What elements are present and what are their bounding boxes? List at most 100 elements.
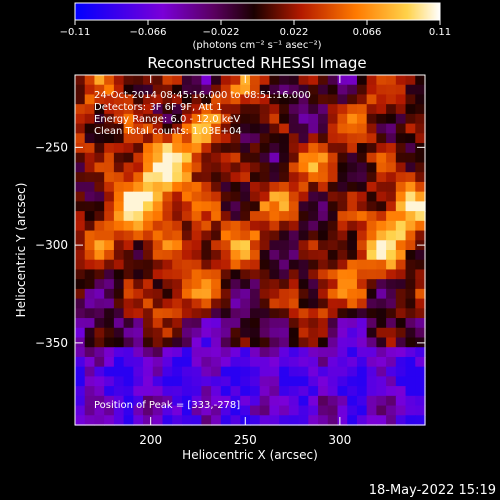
heatmap-cell <box>376 133 387 144</box>
heatmap-cell <box>191 337 203 348</box>
heatmap-cell <box>94 405 105 416</box>
heatmap-cell <box>94 269 105 280</box>
heatmap-cell <box>84 211 96 222</box>
heatmap-cell <box>308 347 319 358</box>
heatmap-cell <box>395 366 407 378</box>
heatmap-cell <box>201 84 212 96</box>
heatmap-cell <box>259 162 271 173</box>
heatmap-cell <box>405 298 416 310</box>
heatmap-cell <box>337 415 348 426</box>
heatmap-cell <box>318 259 329 271</box>
heatmap-cell <box>250 288 261 300</box>
peak-position-label: Position of Peak = [333,-278] <box>94 400 240 411</box>
heatmap-cell <box>94 250 105 261</box>
heatmap-cell <box>230 104 241 115</box>
heatmap-cell <box>327 376 339 387</box>
heatmap-cell <box>259 405 271 416</box>
heatmap-cell <box>405 123 416 135</box>
heatmap-cell <box>123 220 135 232</box>
heatmap-cell <box>405 172 416 183</box>
heatmap-cell <box>395 133 407 144</box>
heatmap-cell <box>191 123 203 135</box>
heatmap-cell <box>191 327 203 339</box>
heatmap-cell <box>386 220 397 232</box>
heatmap-cell <box>230 279 241 290</box>
heatmap-cell <box>356 366 368 378</box>
heatmap-cell <box>415 94 426 105</box>
heatmap-cell <box>191 94 203 105</box>
heatmap-cell <box>84 415 96 426</box>
heatmap-cell <box>191 191 203 203</box>
heatmap-cell <box>191 104 203 115</box>
heatmap-cell <box>405 75 416 86</box>
heatmap-cell <box>220 415 232 426</box>
heatmap-cell <box>366 395 378 407</box>
heatmap-cell <box>191 279 203 290</box>
heatmap-cell <box>405 395 416 407</box>
heatmap-cell <box>143 113 154 125</box>
heatmap-cell <box>220 211 232 222</box>
heatmap-cell <box>298 84 310 96</box>
heatmap-cell <box>220 259 232 271</box>
heatmap-cell <box>366 172 378 183</box>
heatmap-cell <box>259 347 271 358</box>
heatmap-cell <box>250 191 261 203</box>
heatmap-cell <box>395 405 407 416</box>
heatmap-cell <box>298 143 310 154</box>
heatmap-cell <box>337 94 348 105</box>
heatmap-cell <box>172 395 183 407</box>
heatmap-cell <box>415 191 426 203</box>
heatmap-cell <box>376 123 387 135</box>
heatmap-cell <box>133 288 144 300</box>
heatmap-cell <box>327 201 339 212</box>
heatmap-cell <box>181 376 193 387</box>
heatmap-cell <box>201 123 212 135</box>
heatmap-cell <box>279 395 290 407</box>
heatmap-cell <box>75 327 86 339</box>
heatmap-cell <box>162 191 173 203</box>
heatmap-cell <box>230 366 241 378</box>
heatmap-cell <box>376 201 387 212</box>
heatmap-cell <box>94 347 105 358</box>
heatmap-cell <box>298 327 310 339</box>
heatmap-cell <box>250 356 261 368</box>
heatmap-cell <box>386 337 397 348</box>
heatmap-cell <box>347 220 358 232</box>
heatmap-cell <box>279 201 290 212</box>
heatmap-cell <box>230 94 241 105</box>
heatmap-cell <box>308 84 319 96</box>
heatmap-cell <box>288 347 300 358</box>
heatmap-cell <box>405 230 416 241</box>
heatmap-cell <box>298 201 310 212</box>
heatmap-cell <box>395 318 407 329</box>
heatmap-cell <box>181 191 193 203</box>
heatmap-cell <box>162 123 173 135</box>
heatmap-cell <box>279 356 290 368</box>
heatmap-cell <box>308 366 319 378</box>
heatmap-cell <box>376 250 387 261</box>
heatmap-cell <box>279 123 290 135</box>
heatmap-cell <box>133 240 144 251</box>
heatmap-cell <box>133 318 144 329</box>
heatmap-cell <box>162 269 173 280</box>
heatmap-cell <box>230 405 241 416</box>
heatmap-cell <box>123 386 135 397</box>
heatmap-cell <box>308 220 319 232</box>
heatmap-cell <box>279 288 290 300</box>
heatmap-cell <box>162 113 173 125</box>
heatmap-cell <box>191 162 203 173</box>
heatmap-cell <box>269 288 280 300</box>
heatmap-cell <box>152 250 164 261</box>
heatmap-cell <box>347 327 358 339</box>
heatmap-cell <box>386 172 397 183</box>
heatmap-cell <box>143 220 154 232</box>
heatmap-cell <box>75 279 86 290</box>
heatmap-cell <box>75 298 86 310</box>
heatmap-cell <box>386 376 397 387</box>
heatmap-cell <box>298 104 310 115</box>
heatmap-cell <box>143 250 154 261</box>
heatmap-cell <box>366 230 378 241</box>
heatmap-cell <box>240 191 251 203</box>
heatmap-cell <box>230 318 241 329</box>
heatmap-cell <box>240 347 251 358</box>
